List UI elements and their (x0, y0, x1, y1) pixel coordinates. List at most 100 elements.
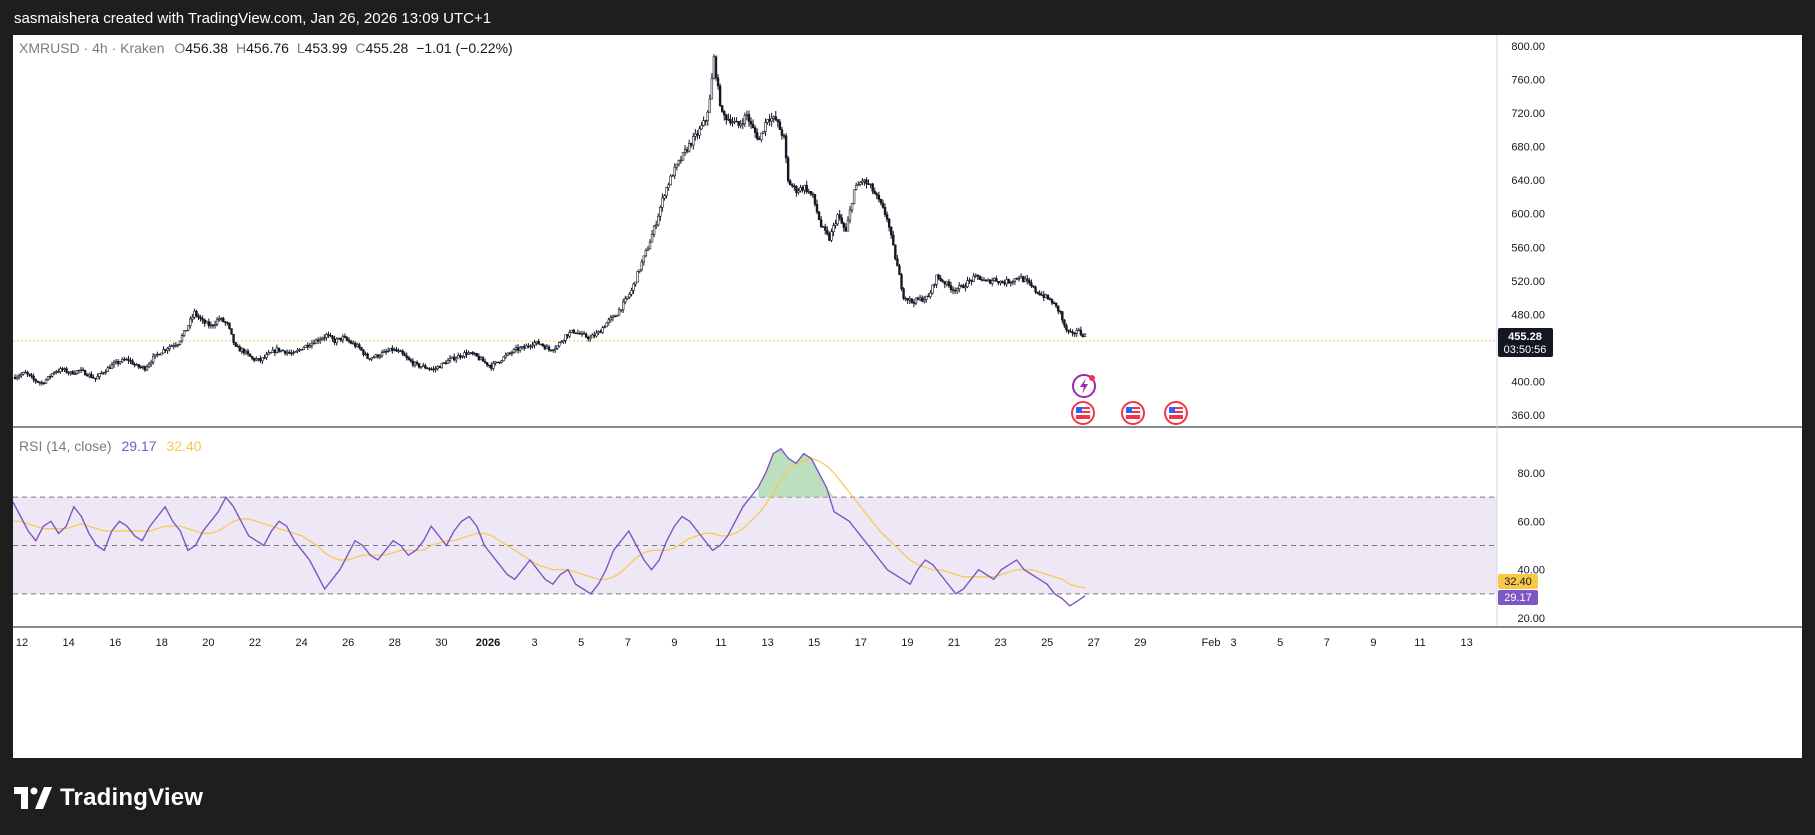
candle-body (59, 368, 62, 372)
price-axis[interactable]: 800.00 760.00 720.00 680.00 640.00 600.00 560.… (1511, 41, 1545, 422)
candle-body (339, 337, 342, 341)
candle-body (228, 322, 231, 329)
time-axis[interactable]: 12 14 16 18 20 22 24 26 28 30 2026 3 5 7 9 11 13 15 17 19 21… (16, 637, 1473, 649)
candle-body (558, 342, 561, 347)
symbol-info[interactable]: XMRUSD · 4h · Kraken (19, 40, 165, 56)
candle-body (591, 334, 594, 338)
candle-body (34, 379, 37, 382)
rsi-axis[interactable]: 80.00 60.00 40.00 20.00 (1517, 468, 1545, 625)
candle-body (867, 183, 870, 185)
candle-body (32, 376, 35, 380)
candle-body (795, 185, 798, 193)
candle-body (595, 332, 598, 337)
candle-body (813, 194, 817, 205)
candle-body (127, 358, 130, 361)
candle-body (139, 366, 143, 369)
candle-body (277, 347, 281, 352)
event-markers[interactable] (1071, 374, 1188, 425)
candle-body (345, 337, 349, 341)
price-axis-tick: 640.00 (1511, 175, 1545, 187)
rsi-line (12, 447, 1086, 607)
candle-body (751, 123, 755, 129)
time-axis-tick: 9 (671, 637, 677, 649)
candle-body (455, 357, 458, 361)
candle-body (440, 362, 443, 369)
candle-body (564, 334, 567, 341)
candle-body (902, 288, 905, 299)
candle-body (79, 369, 83, 371)
candle-body (677, 159, 681, 165)
candle-body (479, 357, 483, 361)
candle-body (881, 202, 885, 208)
candle-body (55, 371, 58, 373)
candle-body (560, 341, 563, 343)
time-axis-tick: 11 (715, 637, 726, 649)
candle-body (436, 366, 439, 369)
candle-body (811, 193, 815, 196)
candle-body (88, 373, 91, 377)
us-flag-event-icon[interactable] (1121, 401, 1145, 425)
candle-body (314, 339, 318, 345)
candle-body (290, 352, 293, 354)
chart-canvas[interactable]: 800.00760.00720.00680.00640.00600.00560.… (12, 35, 1802, 758)
candle-body (193, 310, 196, 318)
rsi-indicator-label[interactable]: RSI (14, close) (19, 438, 112, 454)
candle-body (112, 362, 116, 366)
candle-body (603, 326, 606, 329)
rsi-legend[interactable]: RSI (14, close) 29.17 32.40 (19, 438, 201, 454)
candle-body (170, 345, 173, 347)
candle-body (257, 358, 260, 360)
us-flag-event-icon[interactable] (1164, 401, 1188, 425)
time-axis-tick: 30 (435, 637, 447, 649)
candle-body (729, 118, 732, 124)
time-axis-tick: 23 (994, 637, 1006, 649)
candle-body (399, 350, 402, 352)
candle-body (570, 329, 573, 333)
candle-body (261, 357, 264, 362)
bar-countdown: 03:50:56 (1504, 344, 1547, 356)
candle-body (857, 184, 860, 186)
candle-body (53, 371, 56, 374)
candle-body (407, 357, 411, 361)
candle-body (535, 341, 538, 344)
candle-body (73, 373, 77, 375)
candle-body (669, 175, 672, 186)
candle-body (149, 362, 153, 365)
candle-body (865, 179, 868, 185)
lightning-event-icon[interactable] (1072, 374, 1096, 398)
rsi-band-lines (13, 496, 1497, 595)
candle-body (589, 336, 592, 340)
candle-body (300, 349, 303, 351)
symbol-legend[interactable]: XMRUSD · 4h · Kraken O456.38 H456.76 L45… (19, 40, 513, 56)
candle-body (104, 371, 107, 373)
candle-body (217, 318, 221, 321)
candle-body (933, 284, 936, 286)
candle-body (255, 358, 258, 361)
time-axis-tick: 9 (1370, 637, 1376, 649)
candle-body (1011, 281, 1015, 283)
candle-body (704, 120, 707, 122)
price-axis-tick: 600.00 (1511, 209, 1545, 221)
time-axis-tick: 11 (1414, 637, 1425, 649)
tradingview-footer-logo[interactable]: TradingView (14, 784, 203, 812)
candle-body (836, 214, 839, 225)
tradingview-logo-icon (14, 787, 52, 809)
candle-body (910, 298, 914, 303)
candle-body (543, 345, 547, 350)
candle-body (318, 339, 322, 342)
time-axis-tick: 2026 (476, 637, 500, 649)
candle-body (739, 123, 742, 126)
candle-body (529, 345, 532, 348)
candle-body (384, 351, 388, 353)
candle-body (417, 363, 421, 368)
candle-body (667, 184, 670, 188)
candle-body (906, 298, 909, 301)
candle-body (483, 361, 487, 363)
candle-body (780, 129, 784, 136)
us-flag-event-icon[interactable] (1071, 401, 1095, 425)
candle-body (617, 309, 621, 316)
candle-body (415, 361, 419, 364)
rsi-legend-value: 29.17 (121, 438, 157, 454)
chart-frame[interactable]: 800.00 760.00 720.00 680.00 640.00 600.00 560.… (12, 35, 1802, 758)
candle-body (696, 133, 699, 136)
